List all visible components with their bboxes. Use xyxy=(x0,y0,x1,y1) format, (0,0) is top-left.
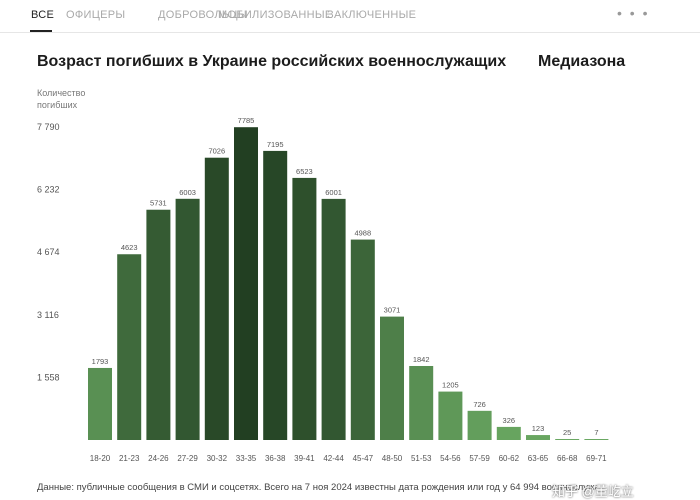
active-tab-indicator xyxy=(30,30,52,32)
bar xyxy=(263,150,288,441)
x-tick-label: 54-56 xyxy=(440,454,461,463)
bar xyxy=(496,426,521,440)
more-options-icon[interactable]: • • • xyxy=(617,5,650,21)
tab-officers[interactable]: ОФИЦЕРЫ xyxy=(66,9,126,21)
x-tick-label: 63-65 xyxy=(528,454,549,463)
tab-volunteers[interactable]: ДОБРОВОЛЬЦЫ xyxy=(158,9,248,21)
bar xyxy=(321,198,346,440)
bar xyxy=(234,127,258,440)
bar xyxy=(175,198,200,440)
bar-chart: 7 790 6 232 4 674 3 116 1 558 1793 18-20 4623 21… xyxy=(37,116,609,463)
x-tick-label: 69-71 xyxy=(586,454,607,463)
watermark: 知乎 @董屹立 xyxy=(552,484,634,499)
bar xyxy=(526,435,550,440)
data-label: 7 xyxy=(594,428,598,437)
bar xyxy=(584,439,609,440)
data-label: 726 xyxy=(473,400,486,409)
x-tick-label: 18-20 xyxy=(90,454,111,463)
x-tick-label: 66-68 xyxy=(557,454,578,463)
data-label: 7195 xyxy=(267,140,284,149)
y-tick-label: 3 116 xyxy=(37,310,59,320)
data-label: 1793 xyxy=(92,357,109,366)
tab-all[interactable]: ВСЕ xyxy=(31,9,55,21)
tab-mobilized[interactable]: МОБИЛИЗОВАННЫЕ xyxy=(218,9,333,21)
x-tick-label: 48-50 xyxy=(382,454,403,463)
data-label: 7026 xyxy=(208,147,225,156)
data-label: 123 xyxy=(532,424,545,433)
bar xyxy=(467,410,492,440)
data-label: 1842 xyxy=(413,355,430,364)
data-label: 3071 xyxy=(384,306,401,315)
bar xyxy=(146,209,171,440)
data-label: 4988 xyxy=(354,229,371,238)
bar xyxy=(88,367,112,440)
y-tick-label: 1 558 xyxy=(37,372,60,382)
tab-prisoners[interactable]: ЗАКЛЮЧЕННЫЕ xyxy=(327,9,417,21)
bar xyxy=(380,316,404,440)
x-tick-label: 60-62 xyxy=(499,454,520,463)
data-label: 1205 xyxy=(442,381,459,390)
data-label: 7785 xyxy=(238,116,255,125)
y-tick-label: 6 232 xyxy=(37,185,60,195)
y-tick-label: 4 674 xyxy=(37,247,60,257)
bar xyxy=(292,177,317,440)
bar xyxy=(204,157,229,440)
bar xyxy=(438,391,463,440)
data-label: 326 xyxy=(503,416,516,425)
x-tick-label: 27-29 xyxy=(177,454,198,463)
bar xyxy=(409,365,434,440)
x-tick-label: 42-44 xyxy=(323,454,344,463)
data-label: 4623 xyxy=(121,243,138,252)
y-tick-label: 7 790 xyxy=(37,122,60,132)
x-tick-label: 30-32 xyxy=(207,454,228,463)
x-tick-label: 45-47 xyxy=(353,454,374,463)
x-tick-label: 33-35 xyxy=(236,454,257,463)
data-label: 6523 xyxy=(296,167,313,176)
x-tick-label: 57-59 xyxy=(469,454,490,463)
data-label: 6001 xyxy=(325,188,342,197)
y-axis-label: Количество погибших xyxy=(37,88,86,110)
bar xyxy=(350,239,375,440)
bar xyxy=(117,254,142,440)
x-tick-label: 39-41 xyxy=(294,454,315,463)
x-tick-label: 21-23 xyxy=(119,454,140,463)
brand-logo: Медиазона xyxy=(538,53,626,70)
x-tick-label: 24-26 xyxy=(148,454,169,463)
data-label: 6003 xyxy=(179,188,196,197)
footnote: Данные: публичные сообщения в СМИ и соцс… xyxy=(37,482,597,493)
x-tick-label: 51-53 xyxy=(411,454,432,463)
tab-bar: ВСЕ ОФИЦЕРЫ ДОБРОВОЛЬЦЫ МОБИЛИЗОВАННЫЕ З… xyxy=(0,0,700,33)
data-label: 25 xyxy=(563,428,571,437)
x-tick-label: 36-38 xyxy=(265,454,286,463)
data-label: 5731 xyxy=(150,199,167,208)
chart-title: Возраст погибших в Украине российских во… xyxy=(37,53,507,70)
bar xyxy=(555,438,580,440)
